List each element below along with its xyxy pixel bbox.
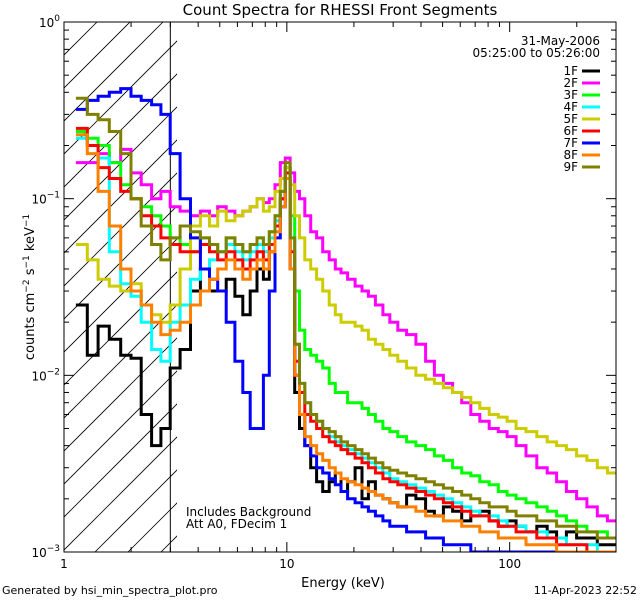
hatch-line	[64, 271, 177, 386]
hatch-line	[64, 22, 98, 56]
legend-date: 31-May-2006	[521, 34, 600, 48]
legend-label: 8F	[563, 148, 578, 162]
y-tick-labels: 100 10−1 10−2 10−3	[31, 14, 60, 560]
legend-label: 5F	[563, 112, 578, 126]
legend-label: 1F	[563, 64, 578, 78]
hatch-line	[64, 238, 177, 353]
hatch-line	[64, 106, 177, 221]
y-tick-label: 100	[39, 14, 60, 30]
footer-generated-by: Generated by hsi_min_spectra_plot.pro	[2, 584, 218, 597]
hatch-line	[64, 22, 65, 23]
legend-label: 6F	[563, 124, 578, 138]
legend-label: 3F	[563, 88, 578, 102]
legend-label: 2F	[563, 76, 578, 90]
legend: 31-May-2006 05:25:00 to 05:26:00 1F2F3F4…	[473, 34, 600, 174]
series-line-8F	[75, 133, 616, 552]
hatch-line	[64, 370, 177, 485]
y-tick-label: 10−2	[31, 367, 60, 383]
hatch-line	[64, 22, 164, 122]
legend-label: 4F	[563, 100, 578, 114]
x-tick-label: 1	[60, 557, 68, 571]
hatch-line	[64, 73, 177, 188]
hatch-line	[64, 172, 177, 287]
hatch-line	[64, 436, 177, 551]
series-group	[75, 87, 616, 552]
x-tick-label: 100	[498, 557, 521, 571]
legend-label: 7F	[563, 136, 578, 150]
y-tick-label: 10−3	[31, 544, 60, 560]
x-axis-label: Energy (keV)	[301, 576, 385, 591]
y-tick-label: 10−1	[31, 191, 60, 207]
hatch-line	[64, 40, 177, 155]
x-tick-label: 10	[279, 557, 294, 571]
legend-time-range: 05:25:00 to 05:26:00	[473, 46, 600, 60]
annotation-attenuator: Att A0, FDecim 1	[186, 517, 287, 531]
x-tick-labels: 1 10 100	[60, 557, 521, 571]
footer-timestamp: 11-Apr-2023 22:52	[534, 584, 637, 597]
chart-title: Count Spectra for RHESSI Front Segments	[183, 1, 498, 19]
legend-label: 9F	[563, 160, 578, 174]
axis-ticks	[63, 21, 617, 553]
hatch-line	[64, 337, 177, 452]
plot-frame	[63, 21, 617, 553]
series-line-5F	[75, 166, 616, 475]
series-line-1F	[75, 166, 616, 547]
annotation-background: Includes Background	[186, 505, 311, 519]
hatch-line	[64, 403, 177, 518]
shaded-region	[64, 22, 177, 552]
series-line-2F	[75, 147, 616, 523]
y-axis-label: counts cm−2 s−1 keV−1	[22, 214, 38, 360]
series-line-9F	[75, 96, 616, 540]
hatch-line	[64, 205, 177, 320]
